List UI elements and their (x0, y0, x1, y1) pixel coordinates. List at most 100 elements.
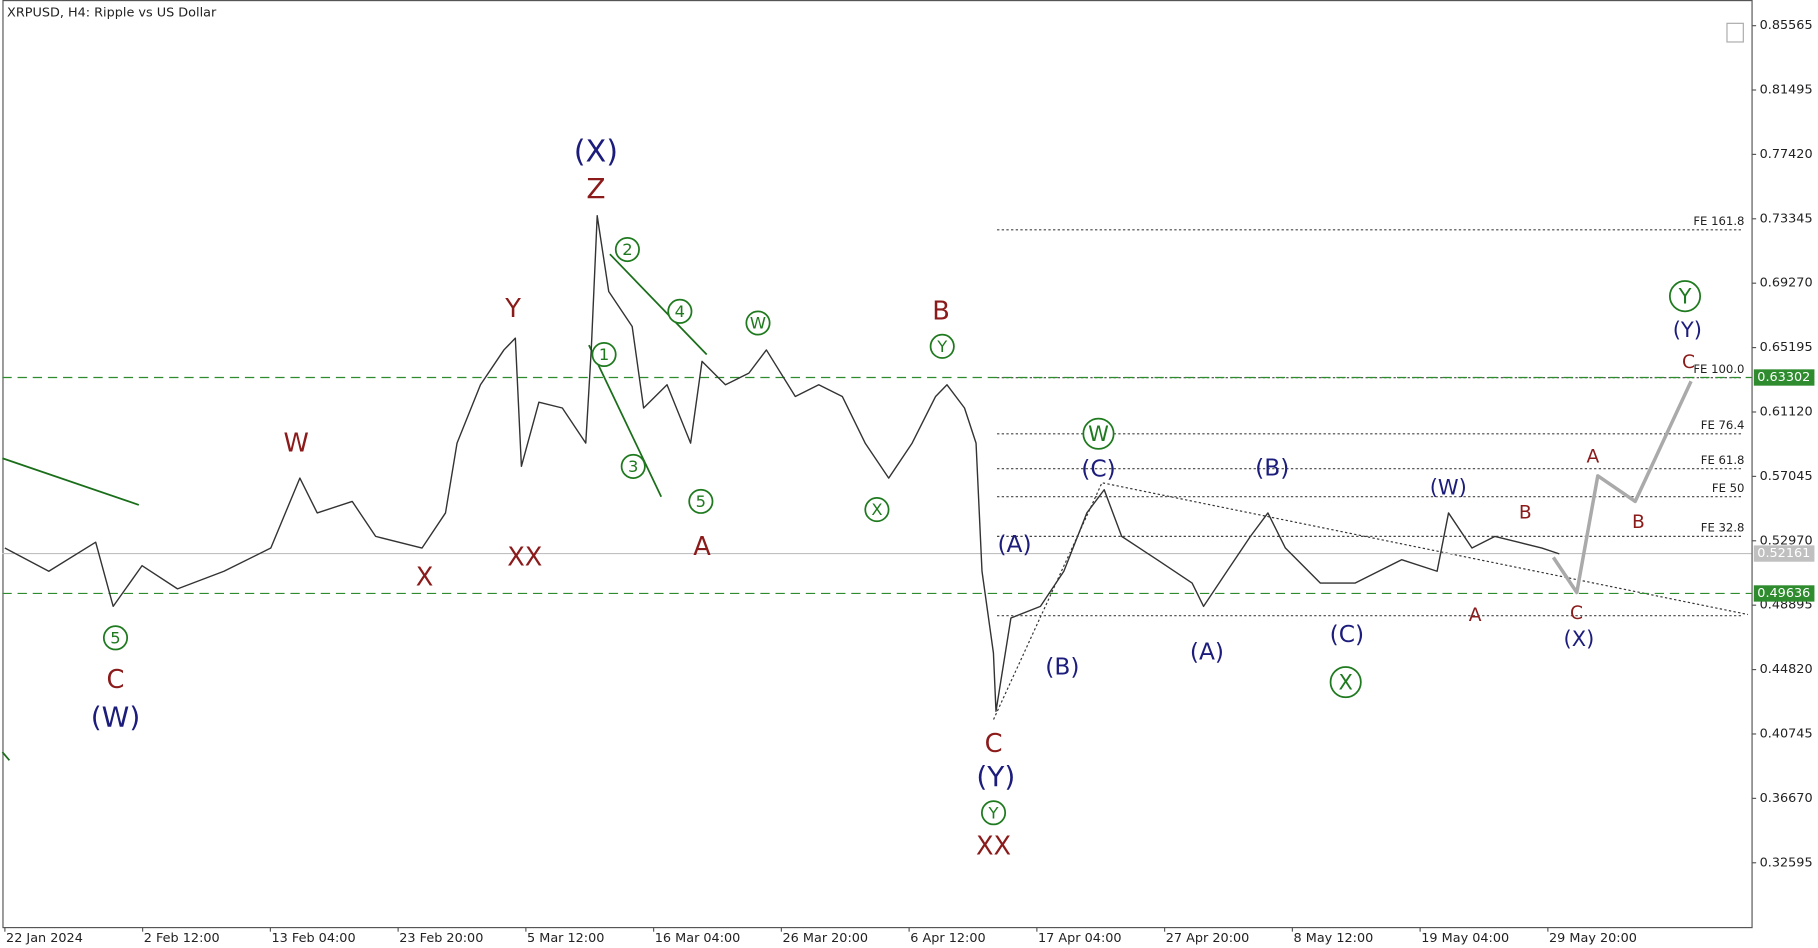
trend-line (1, 751, 11, 761)
wave-label: 1 (599, 345, 609, 364)
wave-circle (591, 341, 617, 368)
wave-label: (B) (1045, 654, 1079, 681)
wave-label: (A) (1190, 638, 1224, 665)
x-tick-label: 29 May 20:00 (1549, 931, 1637, 946)
wave-label: (Y) (976, 760, 1015, 793)
fe-label: FE 76.4 (1701, 418, 1745, 432)
wave-label: C (985, 729, 1003, 759)
x-tick-label: 13 Feb 04:00 (272, 931, 356, 946)
y-tick-label: 0.85565 (1760, 18, 1813, 33)
wave-circle (745, 310, 771, 336)
wave-label: 4 (675, 302, 685, 321)
wave-circle (981, 800, 1007, 826)
wave-label: A (1469, 605, 1482, 626)
wave-label: C (1682, 352, 1695, 373)
price-line-series (4, 215, 1560, 712)
wave-circle (102, 625, 129, 651)
plot-frame (2, 0, 1753, 929)
trend-line (2, 457, 140, 506)
wave-label: W (1088, 422, 1109, 446)
x-tick-label: 19 May 04:00 (1421, 931, 1509, 946)
wave-circle (1082, 417, 1115, 450)
wave-label: (A) (997, 531, 1031, 558)
wave-circle (667, 298, 693, 324)
wave-label: (B) (1255, 454, 1289, 481)
price-tag (1753, 585, 1815, 602)
wave-circle (929, 333, 955, 359)
fe-label: FE 100.0 (1693, 362, 1744, 376)
toolbar-icon[interactable] (1726, 22, 1744, 43)
y-tick-label: 0.65195 (1760, 340, 1813, 355)
price-tag (1753, 545, 1815, 562)
y-tick-label: 0.32595 (1760, 855, 1813, 870)
wave-circle (614, 237, 640, 263)
trend-line (609, 253, 708, 356)
wave-label: (X) (574, 134, 618, 169)
x-tick-label: 22 Jan 2024 (6, 931, 83, 946)
chart-title: XRPUSD, H4: Ripple vs US Dollar (7, 5, 217, 20)
y-tick-label: 0.69270 (1760, 276, 1813, 291)
y-tick-label: 0.36670 (1760, 791, 1813, 806)
y-tick-label: 0.44820 (1760, 662, 1813, 677)
y-tick-label: 0.73345 (1760, 211, 1813, 226)
fe-label: FE 50 (1712, 481, 1745, 495)
wave-label: Z (586, 172, 605, 205)
fe-label: FE 61.8 (1701, 453, 1745, 467)
wave-circle (620, 453, 646, 479)
y-tick-label: 0.52970 (1760, 533, 1813, 548)
x-tick-label: 6 Apr 12:00 (910, 931, 985, 946)
wave-label: B (1632, 512, 1645, 533)
y-tick-label: 0.57045 (1760, 469, 1813, 484)
x-tick-label: 27 Apr 20:00 (1166, 931, 1250, 946)
x-tick-label: 23 Feb 20:00 (399, 931, 483, 946)
y-tick-label: 0.81495 (1760, 82, 1813, 97)
wave-label: Y (988, 803, 999, 822)
wave-label: Y (1678, 284, 1692, 308)
wave-label: Y (936, 337, 947, 356)
y-tick-label: 0.40745 (1760, 726, 1813, 741)
wave-label: C (107, 665, 125, 695)
x-tick-label: 17 Apr 04:00 (1038, 931, 1122, 946)
price-tag-label: 0.63302 (1757, 370, 1810, 385)
wave-label: X (871, 500, 882, 519)
wave-label: XX (507, 543, 542, 573)
wave-label: X (416, 562, 434, 592)
wave-label: 3 (628, 457, 638, 476)
y-tick-label: 0.77420 (1760, 147, 1813, 162)
wave-label: B (1519, 503, 1532, 524)
fe-label: FE 32.8 (1701, 521, 1745, 535)
wave-label: W (750, 314, 766, 333)
wave-label: C (1570, 603, 1583, 624)
wave-label: (W) (1430, 476, 1467, 500)
wave-label: (C) (1330, 621, 1364, 648)
wave-label: A (1587, 447, 1600, 468)
wave-label: (Y) (1673, 318, 1702, 342)
triangle-line (993, 482, 1749, 720)
price-tag (1753, 369, 1815, 386)
x-tick-label: 8 May 12:00 (1294, 931, 1374, 946)
wave-label: XX (976, 832, 1011, 862)
wave-circle (688, 488, 714, 514)
trend-line (588, 344, 663, 498)
x-tick-label: 16 Mar 04:00 (655, 931, 741, 946)
price-tag-label: 0.49636 (1757, 586, 1810, 601)
wave-label: B (932, 297, 950, 327)
fe-label: FE 161.8 (1693, 214, 1744, 228)
x-tick-label: 2 Feb 12:00 (144, 931, 220, 946)
wave-label: (C) (1081, 455, 1115, 482)
wave-circle (1329, 666, 1362, 699)
wave-label: (X) (1564, 627, 1595, 651)
x-tick-label: 5 Mar 12:00 (527, 931, 604, 946)
wave-circle (864, 497, 890, 523)
x-tick-label: 26 Mar 20:00 (783, 931, 869, 946)
wave-label: W (284, 428, 309, 458)
y-tick-label: 0.61120 (1760, 404, 1813, 419)
forecast-path (1551, 380, 1693, 595)
wave-label: Y (504, 294, 521, 324)
wave-label: 5 (110, 628, 120, 647)
wave-label: A (693, 532, 711, 562)
wave-label: 2 (622, 240, 632, 259)
wave-circle (1668, 280, 1702, 313)
